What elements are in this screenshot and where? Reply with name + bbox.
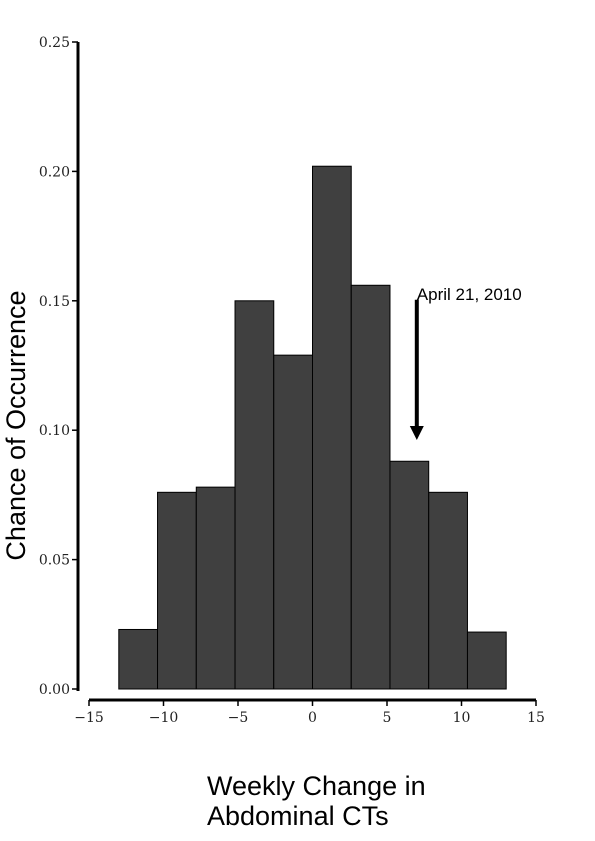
y-tick-label: 0.15 xyxy=(39,294,70,310)
x-tick-label: 10 xyxy=(453,710,471,726)
y-axis-title: Chance of Occurrence xyxy=(1,290,31,560)
histogram-bar-1 xyxy=(118,628,159,690)
histogram-bar-9 xyxy=(428,491,468,690)
annotation-group: April 21, 2010 xyxy=(409,285,522,440)
histogram-bar-2 xyxy=(157,491,197,690)
y-tick-label: 0.00 xyxy=(39,682,70,698)
x-tick-label: −5 xyxy=(228,710,249,726)
histogram-bar-5 xyxy=(273,354,314,690)
bars-group xyxy=(118,165,507,690)
annotation-arrow-head xyxy=(409,425,424,440)
histogram-bar-8 xyxy=(389,460,430,690)
x-axis-title-line-2: Abdominal CTs xyxy=(207,801,389,831)
x-tick-label: −15 xyxy=(74,710,104,726)
annotation-label: April 21, 2010 xyxy=(417,285,522,304)
y-tick-label: 0.05 xyxy=(39,553,70,569)
x-tick-label: 0 xyxy=(308,710,317,726)
x-ticks-group: −15 −10 −5 0 5 10 15 xyxy=(74,700,545,726)
x-axis-title-line-1: Weekly Change in xyxy=(207,771,426,801)
histogram-bar-7 xyxy=(350,284,391,690)
x-tick-label: 5 xyxy=(383,710,392,726)
histogram-bar-3 xyxy=(195,486,236,690)
y-tick-label: 0.10 xyxy=(39,423,70,439)
y-ticks-group: 0.00 0.05 0.10 0.15 0.20 0.25 xyxy=(39,35,78,698)
y-tick-label: 0.25 xyxy=(39,35,70,51)
x-tick-label: −10 xyxy=(149,710,179,726)
histogram-bar-4 xyxy=(234,300,275,690)
y-tick-label: 0.20 xyxy=(39,164,70,180)
histogram-bar-6 xyxy=(312,165,352,690)
histogram-bar-10 xyxy=(466,631,507,690)
x-tick-label: 15 xyxy=(527,710,545,726)
